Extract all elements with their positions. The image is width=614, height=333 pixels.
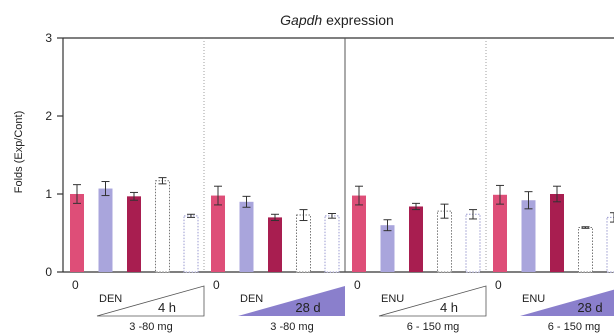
bar bbox=[239, 201, 254, 272]
time-label: 28 d bbox=[295, 300, 320, 315]
dose-ramp-triangle bbox=[378, 285, 487, 317]
y-tick-label: 2 bbox=[45, 109, 52, 123]
dose-ramp-triangle bbox=[238, 286, 345, 316]
compound-label: DEN bbox=[99, 293, 122, 305]
bar bbox=[465, 213, 481, 273]
zero-dose-label: 0 bbox=[495, 278, 502, 292]
chart-title-rest: expression bbox=[322, 12, 394, 28]
dose-range-label: 6 - 150 mg bbox=[407, 321, 460, 333]
dose-ramp-triangle bbox=[96, 285, 205, 317]
bar bbox=[521, 200, 536, 272]
dose-range-label: 3 -80 mg bbox=[129, 321, 172, 333]
chart-title-gene: Gapdh bbox=[280, 12, 322, 28]
y-ticks: 0 1 2 3 bbox=[45, 31, 63, 279]
bar bbox=[211, 195, 225, 272]
bar bbox=[70, 194, 84, 272]
compound-label: ENU bbox=[522, 293, 545, 305]
zero-dose-label: 0 bbox=[72, 278, 79, 292]
bar bbox=[324, 215, 340, 273]
chart-title: Gapdh expression bbox=[280, 12, 394, 28]
bar bbox=[409, 206, 423, 272]
y-tick-label: 0 bbox=[45, 265, 52, 279]
bar bbox=[606, 216, 614, 273]
group-annotations: 0 DEN 4 h 3 -80 mg 0 DEN 28 d 3 -80 mg 0 ENU 4 h 6 … bbox=[72, 278, 614, 333]
y-tick-label: 1 bbox=[45, 187, 52, 201]
time-label: 4 h bbox=[440, 300, 458, 315]
bar bbox=[268, 217, 282, 272]
dose-range-label: 3 -80 mg bbox=[270, 321, 313, 333]
bar bbox=[155, 180, 170, 273]
y-axis-label: Folds (Exp/Cont) bbox=[13, 111, 25, 194]
y-tick-label: 3 bbox=[45, 31, 52, 45]
bar bbox=[380, 225, 395, 272]
bar bbox=[296, 214, 311, 273]
bar bbox=[437, 210, 452, 273]
bar bbox=[493, 194, 507, 272]
zero-dose-label: 0 bbox=[354, 278, 361, 292]
time-label: 4 h bbox=[158, 300, 176, 315]
zero-dose-label: 0 bbox=[213, 278, 220, 292]
compound-label: ENU bbox=[381, 293, 404, 305]
bar bbox=[550, 194, 564, 272]
bar bbox=[183, 215, 199, 273]
bar bbox=[127, 196, 141, 272]
bars-layer bbox=[70, 177, 614, 273]
bar bbox=[98, 188, 113, 272]
bar bbox=[578, 227, 593, 273]
time-label: 28 d bbox=[577, 300, 602, 315]
bar bbox=[352, 195, 366, 272]
dose-range-label: 6 - 150 mg bbox=[548, 321, 601, 333]
dose-ramp-triangle bbox=[520, 289, 614, 316]
compound-label: DEN bbox=[240, 293, 263, 305]
